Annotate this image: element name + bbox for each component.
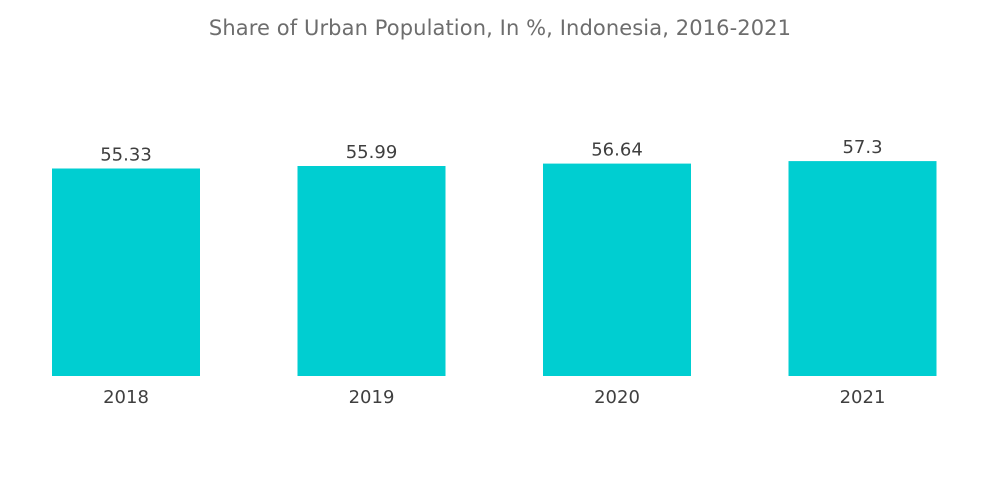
x-tick-label-2019: 2019	[349, 387, 395, 408]
x-tick-label-2021: 2021	[840, 387, 886, 408]
bars-layer	[52, 161, 937, 376]
value-label-2021: 57.3	[842, 137, 882, 158]
chart-title: Share of Urban Population, In %, Indones…	[208, 16, 792, 40]
bar-2021	[788, 161, 937, 376]
x-tick-label-2018: 2018	[103, 387, 149, 408]
value-label-2020: 56.64	[591, 140, 643, 161]
bar-2018	[52, 168, 200, 376]
value-label-2019: 55.99	[346, 142, 398, 163]
x-ticks-layer: 2018 2019 2020 2021	[103, 387, 885, 408]
bar-2020	[543, 163, 691, 376]
value-labels-layer: 55.33 55.99 56.64 57.3	[100, 137, 882, 165]
value-label-2018: 55.33	[100, 145, 152, 166]
bar-2019	[297, 166, 446, 376]
x-tick-label-2020: 2020	[594, 387, 640, 408]
